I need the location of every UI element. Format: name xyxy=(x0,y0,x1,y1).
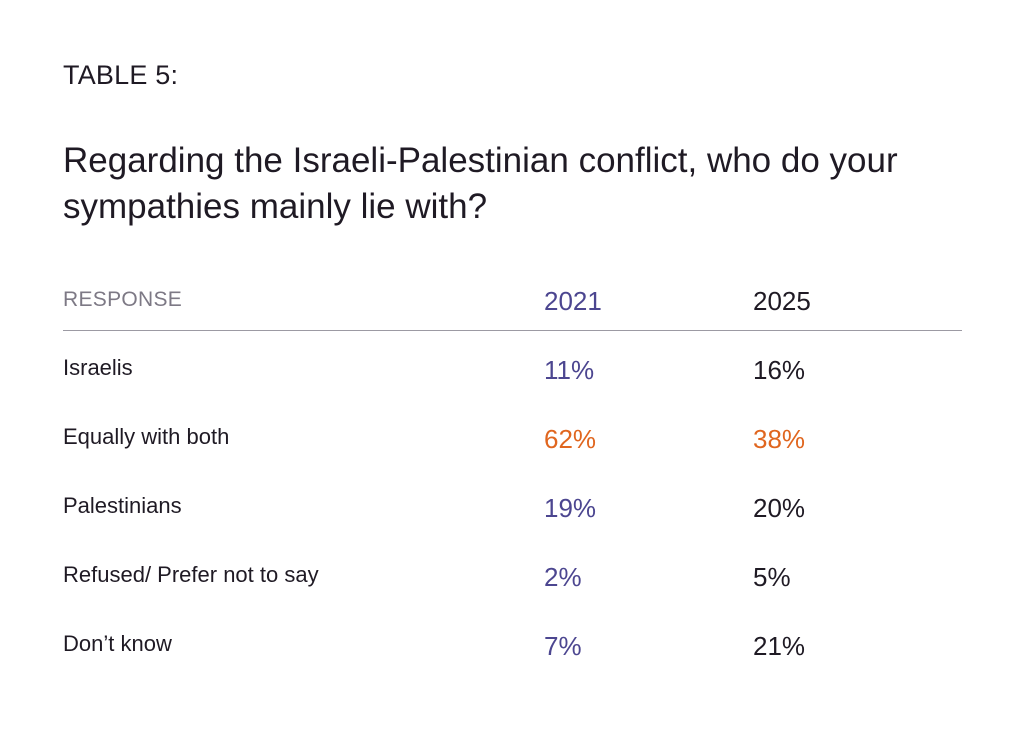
row-response: Israelis xyxy=(63,355,133,380)
table-label: TABLE 5: xyxy=(63,60,179,90)
row-value-2025: 20% xyxy=(753,493,806,523)
row-value-2021: 2% xyxy=(544,562,582,592)
header-response: RESPONSE xyxy=(63,288,183,311)
row-response: Don’t know xyxy=(63,631,172,656)
header-2021: 2021 xyxy=(544,286,602,316)
table-row-israelis: Israelis 11% 16% xyxy=(63,331,962,400)
table-title: Regarding the Israeli-Palestinian confli… xyxy=(63,141,898,226)
row-value-2025: 5% xyxy=(753,562,791,592)
table-row-refused: Refused/ Prefer not to say 2% 5% xyxy=(63,538,962,607)
results-table: RESPONSE 2021 2025 Israelis 11% 16% Equa… xyxy=(63,280,962,676)
table-row-equally-with-both: Equally with both 62% 38% xyxy=(63,400,962,469)
header-2025: 2025 xyxy=(753,286,811,316)
row-response: Equally with both xyxy=(63,424,230,449)
table-header-row: RESPONSE 2021 2025 xyxy=(63,280,962,331)
row-value-2021: 19% xyxy=(544,493,597,523)
row-response: Refused/ Prefer not to say xyxy=(63,562,319,587)
row-value-2021: 11% xyxy=(544,355,595,385)
row-value-2025: 38% xyxy=(753,424,806,454)
row-value-2021: 7% xyxy=(544,631,582,661)
row-response: Palestinians xyxy=(63,493,182,518)
row-value-2025: 21% xyxy=(753,631,806,661)
row-value-2025: 16% xyxy=(753,355,806,385)
table-body: Israelis 11% 16% Equally with both 62% 3… xyxy=(63,331,962,676)
table-row-palestinians: Palestinians 19% 20% xyxy=(63,469,962,538)
table-row-dont-know: Don’t know 7% 21% xyxy=(63,607,962,676)
row-value-2021: 62% xyxy=(544,424,597,454)
